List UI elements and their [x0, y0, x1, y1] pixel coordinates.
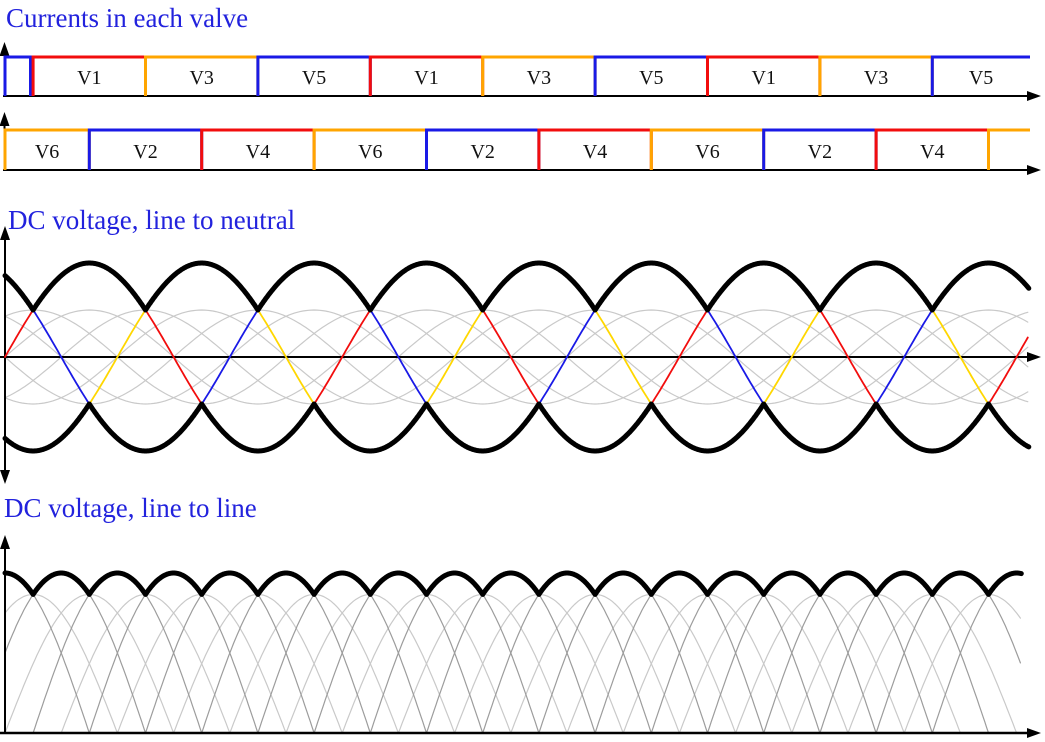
valve-label: V6 [695, 141, 719, 163]
panel-title-line-to-neutral: DC voltage, line to neutral [8, 205, 296, 235]
plot-line-to-line [0, 535, 1041, 738]
valve-label: V4 [583, 141, 607, 163]
valve-box [987, 128, 1030, 170]
valve-label: V1 [414, 67, 438, 89]
valve-label: V4 [246, 141, 270, 163]
valve-label: V3 [189, 67, 213, 89]
valve-label: V6 [358, 141, 382, 163]
valve-label: V3 [527, 67, 551, 89]
valve-label: V1 [751, 67, 775, 89]
valve-label: V2 [470, 141, 494, 163]
valve-label: V6 [35, 141, 59, 163]
valve-label: V2 [133, 141, 157, 163]
valve-label: V5 [639, 67, 663, 89]
valve-label: V4 [920, 141, 944, 163]
valve-row-lower: V6 V2 V4 V6 V2 V4 V6 V2 V4 [0, 112, 1041, 175]
valve-label: V3 [864, 67, 888, 89]
valve-label: V2 [808, 141, 832, 163]
plot-line-to-neutral [0, 226, 1041, 484]
panel-title-valve-currents: Currents in each valve [6, 3, 249, 33]
valve-label: V1 [77, 67, 101, 89]
valve-box-v5 [930, 55, 1030, 96]
valve-label: V5 [302, 67, 326, 89]
valve-label: V5 [969, 67, 993, 89]
panel-title-line-to-line: DC voltage, line to line [4, 493, 257, 523]
valve-box [3, 55, 32, 96]
valve-row-upper: V1 V3 V5 V1 V3 V5 V1 V3 V5 [0, 42, 1041, 101]
